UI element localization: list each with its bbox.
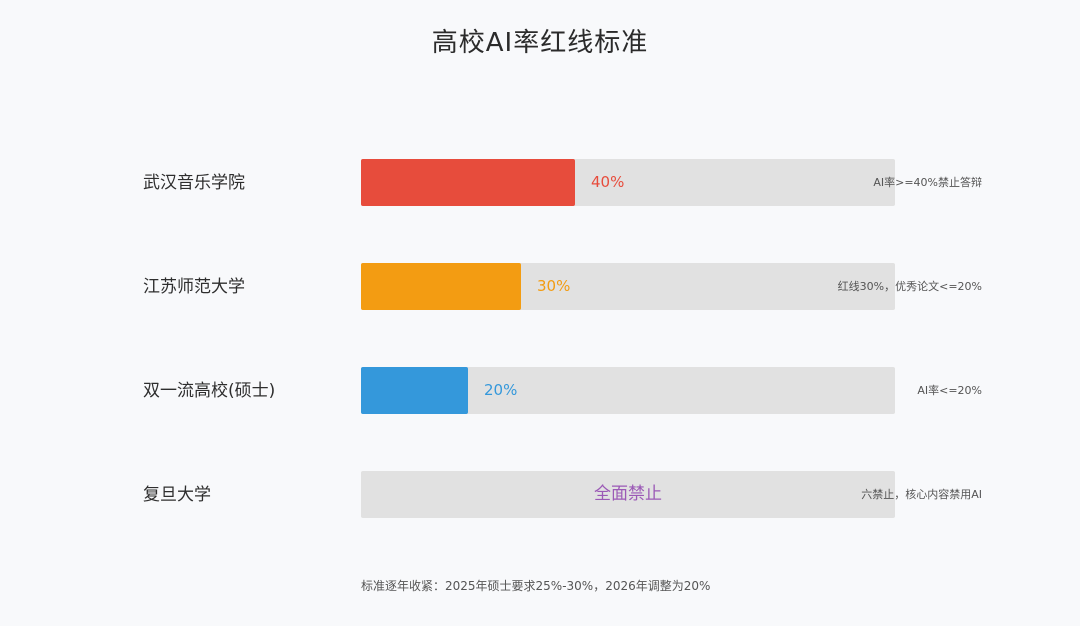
chart-title: 高校AI率红线标准 (431, 28, 649, 58)
category-label-double-first-class: 双一流高校(硕士) (143, 381, 276, 401)
category-label-fudan: 复旦大学 (143, 485, 211, 505)
footer-note: 标准逐年收紧：2025年硕士要求25%-30%，2026年调整为20% (361, 579, 711, 593)
note-jsnu: 红线30%，优秀论文<=20% (837, 280, 982, 293)
note-double-first-class: AI率<=20% (917, 384, 982, 397)
value-label-jsnu: 30% (537, 277, 571, 295)
value-label-double-first-class: 20% (484, 381, 518, 399)
bar-track-double-first-class: 20% (361, 367, 895, 414)
bar-track-jsnu: 30% (361, 263, 895, 310)
bar-track-fudan: 全面禁止 (361, 471, 895, 518)
bar-double-first-class (361, 367, 468, 414)
note-whcm: AI率>=40%禁止答辩 (873, 176, 982, 189)
bar-whcm (361, 159, 575, 206)
bar-jsnu (361, 263, 521, 310)
category-label-jsnu: 江苏师范大学 (143, 277, 245, 297)
ban-label-fudan: 全面禁止 (594, 484, 662, 504)
bar-track-whcm: 40% (361, 159, 895, 206)
value-label-whcm: 40% (591, 173, 625, 191)
note-fudan: 六禁止，核心内容禁用AI (861, 488, 982, 501)
category-label-whcm: 武汉音乐学院 (143, 173, 245, 193)
